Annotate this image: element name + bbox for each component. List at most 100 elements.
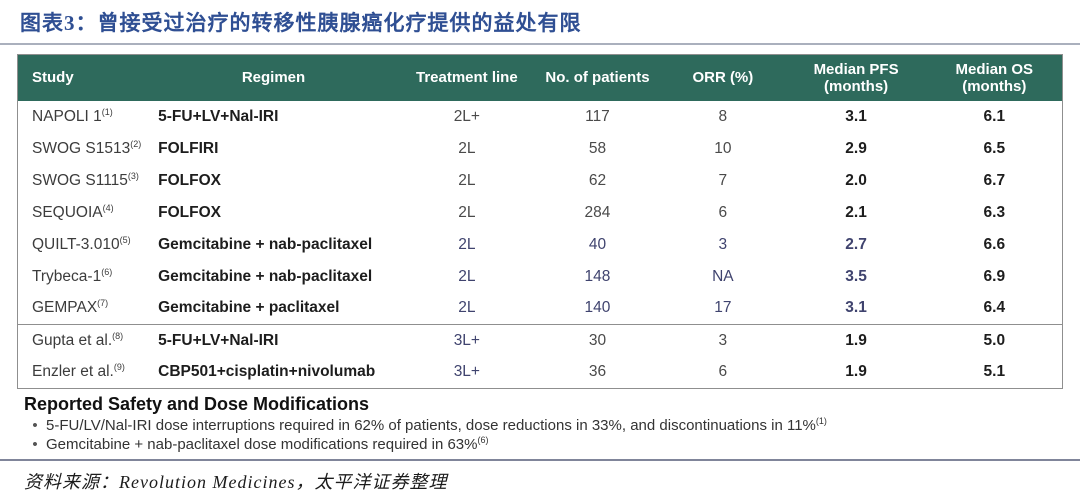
table-row: Trybeca-1(6) Gemcitabine + nab-paclitaxel… [18,261,1063,293]
study-reference-superscript: (6) [101,266,113,277]
table-row: SWOG S1513(2) FOLFIRI 2L 58 10 2.9 6.5 [18,133,1063,165]
line-cell: 3L+ [453,363,480,381]
column-header-patients: No. of patients [534,54,661,101]
os-cell: 5.1 [983,363,1006,381]
study-reference-superscript: (1) [101,106,113,117]
os-cell: 5.0 [926,324,1063,357]
study-cell: QUILT-3.010(5) [18,229,149,261]
regimen-cell: Gemcitabine + nab-paclitaxel [158,235,373,253]
orr-cell: 7 [718,171,728,189]
study-reference-superscript: (8) [112,330,124,341]
patients-cell: 140 [584,299,611,317]
footer-divider [0,458,1080,461]
line-cell: 2L [458,235,476,253]
orr-cell: NA [712,267,734,285]
patients-cell: 117 [585,107,610,125]
line-cell: 2L [458,203,476,221]
study-cell: SWOG S1513(2) [18,133,149,165]
table-row: QUILT-3.010(5) Gemcitabine + nab-paclitax… [18,229,1063,261]
bullet-reference-superscript: (1) [815,416,827,426]
table-head: Study Regimen Treatment line No. of patient… [17,54,1063,101]
study-reference-superscript: (2) [130,138,142,149]
study-cell: Gupta et al.(8) [17,324,149,357]
bullet-icon: • [32,435,38,453]
study-name: SWOG S1115 [32,171,128,189]
patients-cell: 30 [534,324,661,357]
source-line: 资料来源：Revolution Medicines，太平洋证券整理 [24,471,448,492]
study-cell: GEMPAX(7) [18,293,149,325]
pfs-cell: 1.9 [785,324,927,357]
table-row: GEMPAX(7) Gemcitabine + paclitaxel 2L 140 17… [18,293,1063,325]
study-name: Enzler et al. [32,363,114,381]
safety-bullet-text: Gemcitabine + nab-paclitaxel dose modifi… [46,434,489,453]
os-cell: 6.1 [983,107,1006,125]
os-cell: 6.7 [983,171,1006,189]
table-header-row: Study Regimen Treatment line No. of patient… [17,54,1063,101]
line-cell: 2L [458,171,476,189]
pfs-cell: 2.1 [845,203,867,221]
pfs-cell: 3.1 [845,107,867,125]
table-row: NAPOLI 1(1) 5-FU+LV+Nal-IRI 2L+ 117 8 3.1 6.1 [18,101,1063,133]
patients-cell: 62 [588,171,607,189]
regimen-cell: FOLFOX [158,203,221,221]
pfs-cell: 2.0 [845,171,867,189]
title-divider [0,43,1080,45]
study-name: SEQUOIA [32,203,103,221]
regimen-cell: CBP501+cisplatin+nivolumab [158,363,376,381]
figure-title: 图表3：曾接受过治疗的转移性胰腺癌化疗提供的益处有限 [20,11,582,35]
safety-bullet-list: • 5-FU/LV/Nal-IRI dose interruptions requ… [24,417,1080,455]
column-header-os: Median OS (months) [926,54,1063,101]
regimen-cell: FOLFIRI [158,139,219,157]
column-header-line: Treatment line [398,54,535,101]
table-row: SWOG S1115(3) FOLFOX 2L 62 7 2.0 6.7 [18,165,1063,197]
os-cell: 6.6 [983,235,1006,253]
line-cell: 3L+ [398,324,535,357]
patients-cell: 58 [588,139,607,157]
study-name: NAPOLI 1 [32,107,102,125]
table-row: SEQUOIA(4) FOLFOX 2L 284 6 2.1 6.3 [18,197,1063,229]
line-cell: 2L [458,299,476,317]
os-cell: 6.4 [983,299,1006,317]
orr-cell: 10 [714,139,732,157]
study-name: SWOG S1513 [32,139,131,157]
column-header-orr: ORR (%) [660,54,786,101]
study-name: Gupta et al. [32,331,113,349]
pfs-cell: 2.9 [845,139,867,157]
orr-cell: 8 [718,107,728,125]
study-name: QUILT-3.010 [32,235,120,253]
study-cell: Enzler et al.(9) [18,357,149,389]
study-reference-superscript: (5) [119,234,131,245]
orr-cell: 6 [718,363,728,381]
regimen-cell: 5-FU+LV+Nal-IRI [158,107,279,125]
os-cell: 6.9 [983,267,1006,285]
study-reference-superscript: (4) [102,202,114,213]
safety-heading: Reported Safety and Dose Modifications [24,394,370,414]
os-cell: 6.5 [983,139,1006,157]
study-cell: Trybeca-1(6) [18,261,149,293]
study-table-container: Study Regimen Treatment line No. of patient… [17,54,1063,389]
line-cell: 2L [458,267,476,285]
patients-cell: 40 [588,235,607,253]
study-name: Trybeca-1 [32,267,102,285]
regimen-cell: 5-FU+LV+Nal-IRI [148,324,399,357]
column-header-study: Study [17,54,149,101]
orr-cell: 3 [660,324,786,357]
table-row: Enzler et al.(9) CBP501+cisplatin+nivolum… [18,357,1063,389]
safety-bullet-item: • Gemcitabine + nab-paclitaxel dose modif… [24,434,1080,455]
column-header-pfs: Median PFS (months) [785,54,927,101]
study-reference-superscript: (7) [97,298,109,309]
patients-cell: 36 [588,363,607,381]
safety-bullet-item: • 5-FU/LV/Nal-IRI dose interruptions requ… [24,417,1080,436]
study-cell: SWOG S1115(3) [18,165,149,197]
patients-cell: 284 [584,203,611,221]
bullet-icon: • [32,417,38,434]
os-cell: 6.3 [983,203,1006,221]
study-reference-superscript: (3) [127,170,139,181]
study-table: Study Regimen Treatment line No. of patient… [17,54,1063,389]
study-reference-superscript: (9) [113,362,125,373]
pfs-cell: 3.5 [845,267,867,285]
study-cell: NAPOLI 1(1) [18,101,149,133]
study-name: GEMPAX [32,299,98,317]
line-cell: 2L [458,139,476,157]
pfs-cell: 3.1 [845,299,867,317]
